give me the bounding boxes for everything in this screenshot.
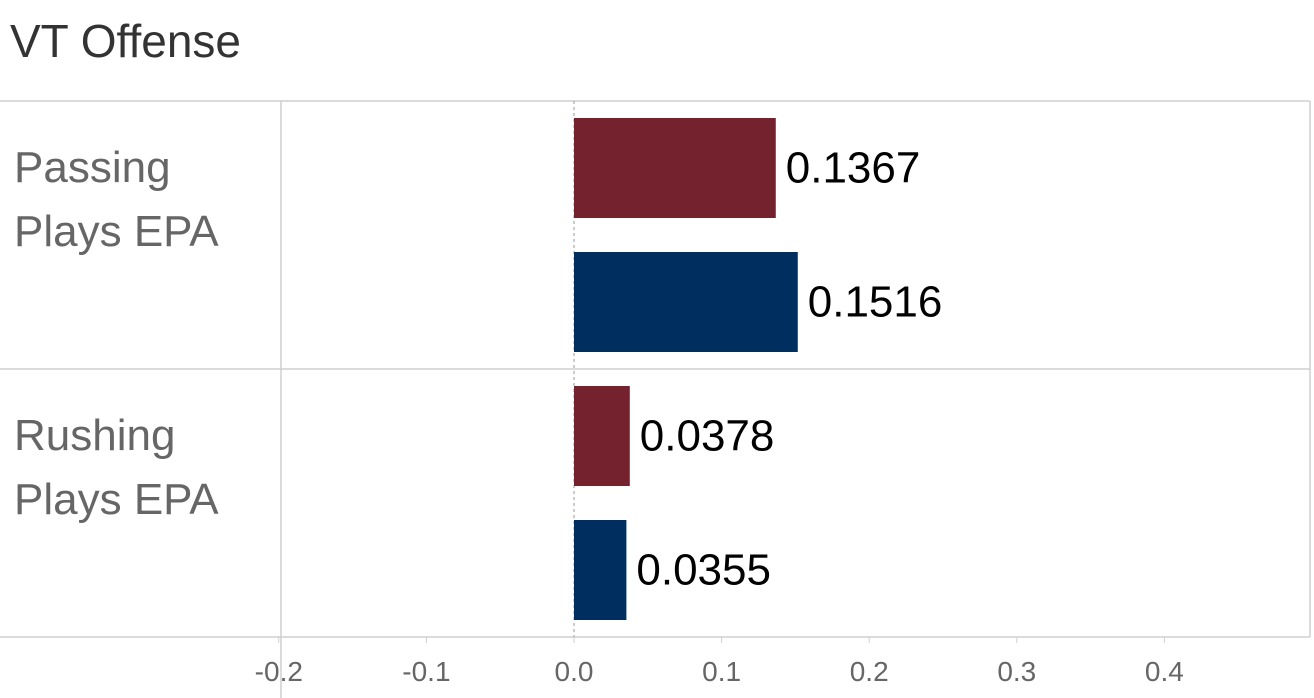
bar <box>574 118 776 218</box>
data-label: 0.1516 <box>808 278 943 327</box>
row-label-rushing: Rushing Plays EPA <box>14 411 219 524</box>
bars-group <box>574 118 798 620</box>
x-tick-label: -0.1 <box>402 656 450 687</box>
x-tick-label: 0.0 <box>555 656 594 687</box>
data-labels-group: 0.1367 0.1516 0.0378 0.0355 <box>636 144 942 595</box>
data-label: 0.0355 <box>636 546 771 595</box>
x-tick-label: 0.2 <box>850 656 889 687</box>
data-label: 0.1367 <box>786 144 921 193</box>
chart-title: VT Offense <box>10 15 241 67</box>
x-tick-label: -0.2 <box>255 656 303 687</box>
row-label-passing: Passing Plays EPA <box>14 143 219 256</box>
x-tick-label: 0.1 <box>702 656 741 687</box>
x-axis: -0.2 -0.1 0.0 0.1 0.2 0.3 0.4 <box>255 637 1184 687</box>
x-tick-label: 0.4 <box>1145 656 1184 687</box>
bar <box>574 386 630 486</box>
bar <box>574 520 627 620</box>
data-label: 0.0378 <box>640 412 775 461</box>
bar <box>574 252 798 352</box>
x-tick-label: 0.3 <box>997 656 1036 687</box>
